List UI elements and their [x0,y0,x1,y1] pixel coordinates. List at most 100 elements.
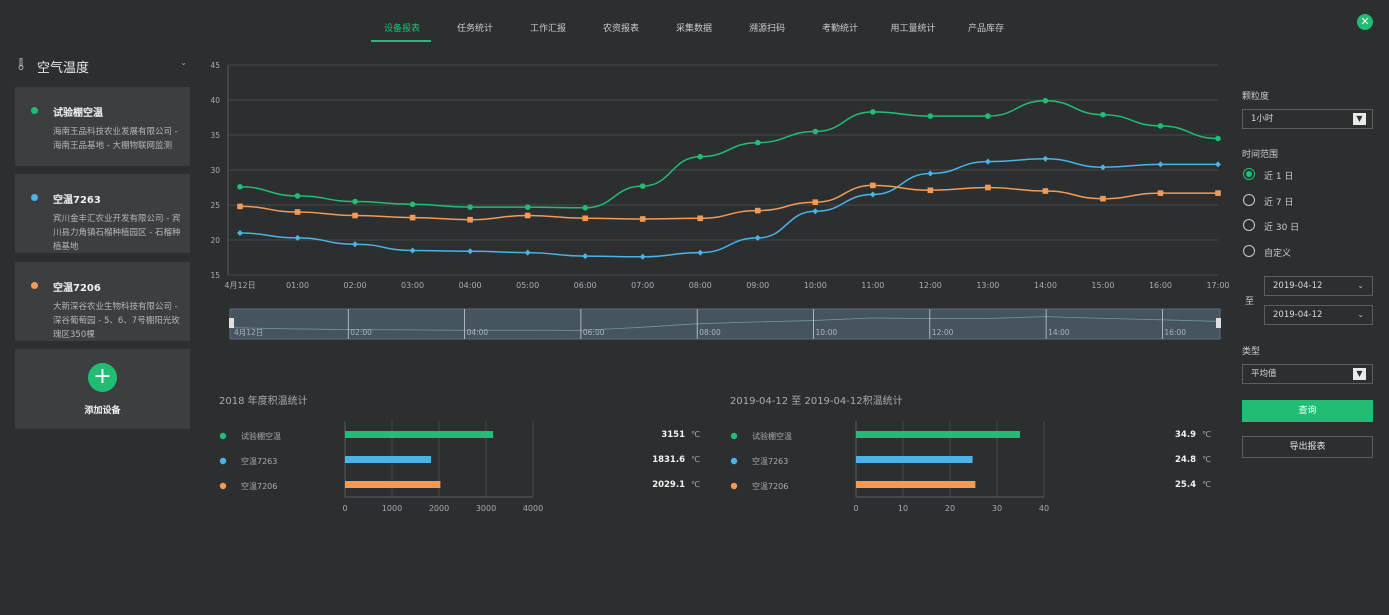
bar-chart-annual: 2018 年度积温统计 0 1000 2000 3000 4000 试验棚空温 3151 ℃ 空温… [219,394,700,513]
data-point [409,247,416,254]
data-point [697,215,704,222]
tab-collected-data[interactable]: 采集数据 [675,24,713,34]
tab-device-report[interactable]: 设备报表 [383,24,421,34]
device-card-1[interactable]: 试验棚空温 海南王品科技农业发展有限公司 - 海南王品基地 - 大棚物联网监测 [15,87,190,166]
x-tick-label: 15:00 [1091,281,1114,290]
data-point [754,207,761,214]
device-card-2[interactable]: 空温7263 宾川金丰汇农业开发有限公司 - 宾川县力角镇石榴种植园区 - 石榴… [15,174,190,253]
zoom-tick-label: 4月12日 [234,328,263,337]
radio-icon [1243,194,1255,206]
data-point [984,158,991,165]
time-range-label: 时间范围 [1242,150,1279,160]
data-point [467,216,473,223]
y-tick-label: 35 [210,131,220,140]
data-point [1042,155,1049,162]
data-point [1215,190,1221,196]
bar-chart-title: 2018 年度积温统计 [219,394,308,407]
export-report-button[interactable]: 导出报表 [1242,436,1373,458]
granularity-label: 颗粒度 [1242,92,1270,102]
data-point [1099,164,1106,171]
data-point [812,208,819,215]
data-point [812,128,819,135]
zoom-tick-label: 14:00 [1048,328,1070,337]
zoom-tick-label: 10:00 [816,328,838,337]
x-tick-label: 20 [945,504,955,513]
device-description: 宾川金丰汇农业开发有限公司 - 宾川县力角镇石榴种植园区 - 石榴种植基地 [53,214,181,252]
bar-chart-range: 2019-04-12 至 2019-04-12积温统计 0 10 20 30 40 试验棚空… [730,394,1211,513]
data-point [467,248,474,255]
x-tick-label: 12:00 [919,281,942,290]
data-point [985,113,991,119]
x-tick-label: 01:00 [286,281,309,290]
tab-work-report[interactable]: 工作汇报 [529,24,567,34]
dropdown-arrow-icon: ▼ [1353,113,1366,125]
x-tick-label: 3000 [476,504,496,513]
tab-farm-supplies[interactable]: 农资报表 [602,24,640,34]
radio-icon [1243,245,1255,257]
data-point [294,209,301,215]
bar [856,456,973,463]
range-option-label: 近 30 日 [1264,223,1300,233]
top-tab-bar: 设备报表 任务统计 工作汇报 农资报表 采集数据 溯源扫码 考勤统计 用工量统计… [0,0,1389,44]
dropdown-arrow-icon: ▼ [1353,368,1366,380]
x-tick-label: 16:00 [1149,281,1172,290]
data-point [870,109,876,115]
sensor-type-selector[interactable]: 空气温度 ⌄ [15,52,190,78]
date-to-picker[interactable]: 2019-04-12 ⌄ [1264,305,1373,325]
date-from-picker[interactable]: 2019-04-12 ⌄ [1264,276,1373,296]
y-tick-label: 15 [210,271,220,280]
plus-icon: + [88,363,117,392]
data-point [294,193,301,199]
tab-labor-stats[interactable]: 用工量统计 [890,24,936,34]
query-button[interactable]: 查询 [1242,400,1373,422]
data-point [582,215,588,222]
chevron-down-icon: ⌄ [1357,281,1364,290]
y-tick-label: 45 [210,61,220,70]
bar-value-label: 24.8 [1175,455,1196,465]
data-point [467,204,473,210]
tab-trace-scan[interactable]: 溯源扫码 [748,24,786,34]
legend-dot [730,457,738,465]
series-line [239,158,1219,258]
zoom-handle-left [229,318,234,328]
x-tick-label: 13:00 [976,281,999,290]
bar [345,456,432,463]
category-label: 空温7263 [752,456,788,466]
data-point [352,241,359,248]
date-from-value: 2019-04-12 [1273,281,1323,291]
category-label: 空温7206 [752,481,788,491]
data-point [869,191,876,198]
legend-dot [219,482,227,490]
x-tick-label: 14:00 [1034,281,1057,290]
x-tick-label: 02:00 [344,281,367,290]
data-point [409,201,416,208]
unit-label: ℃ [691,455,700,464]
granularity-select[interactable]: 1小时 ▼ [1242,109,1373,129]
legend-dot [730,482,738,490]
chevron-down-icon: ⌄ [180,58,187,67]
bar-value-label: 1831.6 [652,455,685,465]
data-point [639,183,646,189]
x-tick-label: 06:00 [574,281,597,290]
data-point [582,253,589,260]
device-card-3[interactable]: 空温7206 大新深谷农业生物科技有限公司 - 深谷葡萄园 - 5、6、7号棚阳… [15,262,190,341]
device-color-dot [31,282,38,289]
date-to-value: 2019-04-12 [1273,310,1323,320]
type-select[interactable]: 平均值 ▼ [1242,364,1373,384]
tab-product-stock[interactable]: 产品库存 [967,24,1005,34]
add-device-button[interactable]: + 添加设备 [15,349,190,429]
x-tick-label: 40 [1039,504,1049,513]
device-color-dot [31,107,38,114]
data-point [927,187,934,194]
bar-value-label: 34.9 [1175,430,1196,440]
tab-task-stats[interactable]: 任务统计 [456,24,494,34]
zoom-slider[interactable]: 4月12日 02:00 04:00 06:00 08:00 10:00 12:00 14:00… [229,308,1221,340]
tab-attendance[interactable]: 考勤统计 [821,24,859,34]
device-color-dot [31,194,38,201]
data-point [524,204,531,210]
zoom-tick-label: 12:00 [932,328,954,337]
close-icon[interactable]: ✕ [1357,14,1373,30]
x-tick-label: 10:00 [804,281,827,290]
legend-dot [219,457,227,465]
